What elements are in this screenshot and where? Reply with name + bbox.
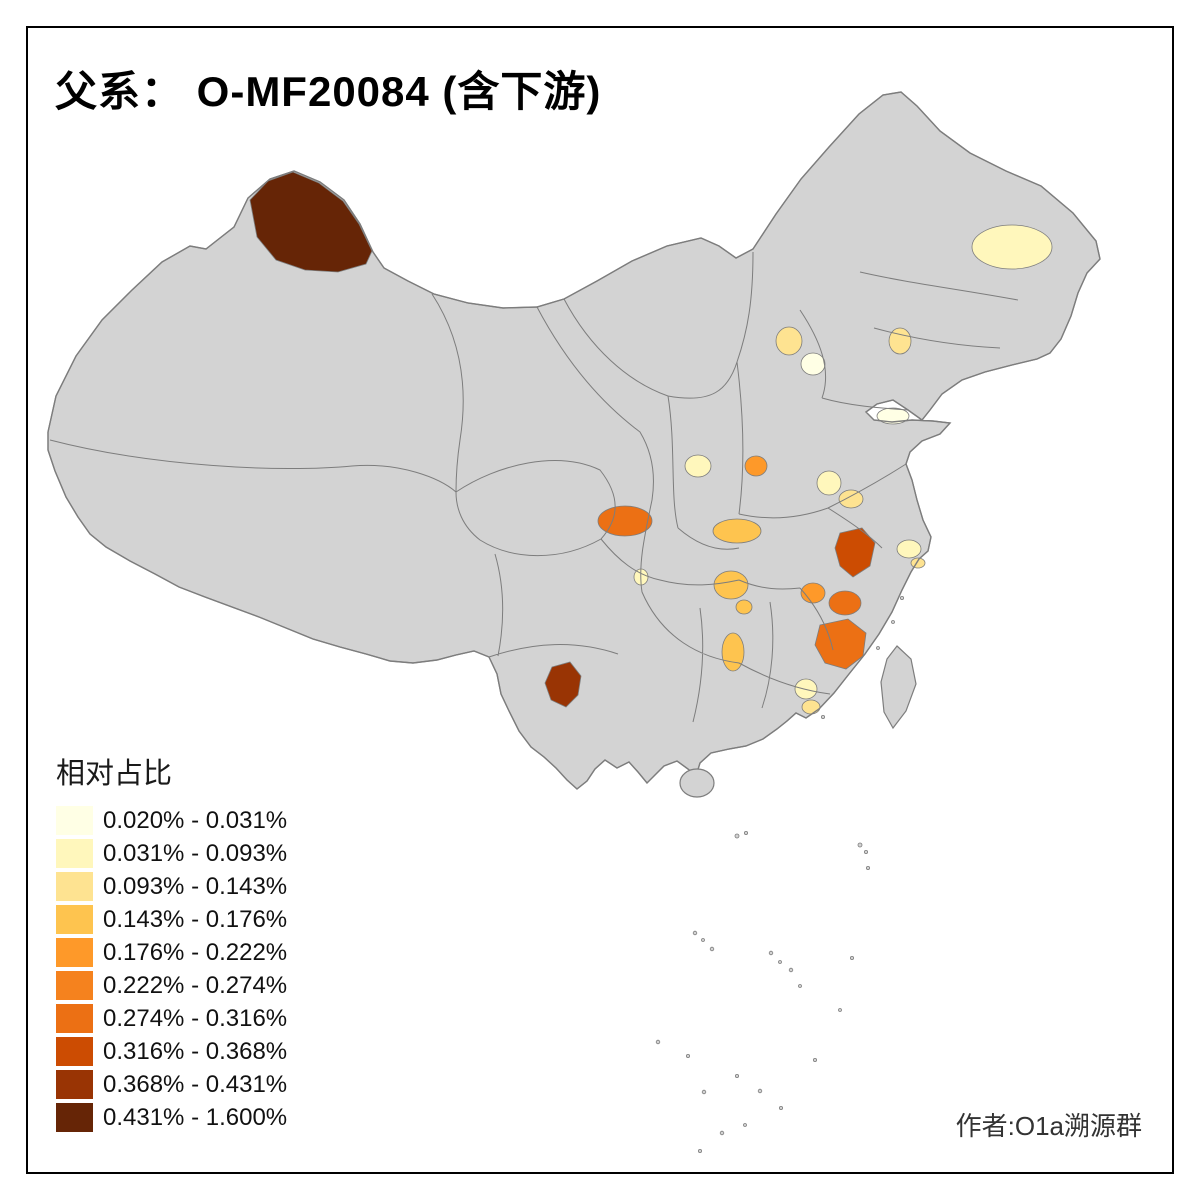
legend-row: 0.020% - 0.031% (56, 804, 287, 837)
legend-row: 0.031% - 0.093% (56, 837, 287, 870)
legend-row: 0.431% - 1.600% (56, 1101, 287, 1134)
legend-label: 0.020% - 0.031% (103, 806, 288, 834)
legend-swatch (56, 1103, 93, 1132)
legend-label: 0.222% - 0.274% (103, 971, 288, 999)
region-north-hubei (713, 570, 749, 600)
highlight-regions (249, 171, 1053, 715)
legend-label: 0.431% - 1.600% (103, 1103, 288, 1131)
region-central-liaoning (888, 327, 912, 355)
region-north-beijing (775, 326, 803, 356)
legend-swatch (56, 971, 93, 1000)
legend-row: 0.176% - 0.222% (56, 936, 287, 969)
region-beijing-tianjin (800, 352, 826, 376)
national-border-outline (47, 91, 1101, 790)
legend-row: 0.368% - 0.431% (56, 1068, 287, 1101)
page-title: 父系： O-MF20084 (含下游) (55, 68, 602, 115)
region-central-shanxi (684, 454, 712, 478)
legend-row: 0.093% - 0.143% (56, 870, 287, 903)
legend-label: 0.368% - 0.431% (103, 1070, 288, 1098)
legend-row: 0.316% - 0.368% (56, 1035, 287, 1068)
region-north-henan (744, 455, 768, 477)
legend-label: 0.274% - 0.316% (103, 1004, 288, 1032)
region-central-shaanxi (597, 505, 653, 537)
region-pearl-delta (801, 699, 821, 715)
region-central-yunnan (544, 661, 582, 708)
legend-title: 相对占比 (56, 758, 173, 790)
region-central-hubei (735, 599, 753, 615)
hainan-island (679, 768, 715, 798)
taiwan-island (880, 645, 917, 730)
legend-swatch (56, 938, 93, 967)
region-shanghai (896, 539, 922, 559)
legend-label: 0.031% - 0.093% (103, 839, 288, 867)
legend-label: 0.093% - 0.143% (103, 872, 288, 900)
legend-label: 0.316% - 0.368% (103, 1037, 288, 1065)
region-south-jiangsu (834, 527, 876, 578)
region-west-zhejiang (828, 590, 862, 616)
legend-swatch (56, 905, 93, 934)
legend-swatch (56, 1037, 93, 1066)
region-central-henan (712, 518, 762, 544)
legend-label: 0.176% - 0.222% (103, 938, 288, 966)
legend: 相对占比 0.020% - 0.031% 0.031% - 0.093% 0.0… (56, 750, 287, 1134)
legend-swatch (56, 806, 93, 835)
region-west-heilongjiang (971, 224, 1053, 270)
region-south-anhui (800, 582, 826, 604)
legend-swatch (56, 872, 93, 901)
legend-swatch (56, 1070, 93, 1099)
legend-row: 0.222% - 0.274% (56, 969, 287, 1002)
attribution-text: 作者:O1a溯源群 (955, 1111, 1142, 1141)
province-borders (49, 251, 1019, 723)
region-shandong-peninsula (876, 407, 910, 425)
region-north-anhui (816, 470, 842, 496)
region-central-jiangsu (838, 489, 864, 509)
legend-swatch (56, 1004, 93, 1033)
south-china-sea-islets (655, 596, 905, 1154)
legend-row: 0.143% - 0.176% (56, 903, 287, 936)
region-north-guangxi (721, 632, 745, 672)
legend-row: 0.274% - 0.316% (56, 1002, 287, 1035)
legend-swatch (56, 839, 93, 868)
legend-label: 0.143% - 0.176% (103, 905, 288, 933)
